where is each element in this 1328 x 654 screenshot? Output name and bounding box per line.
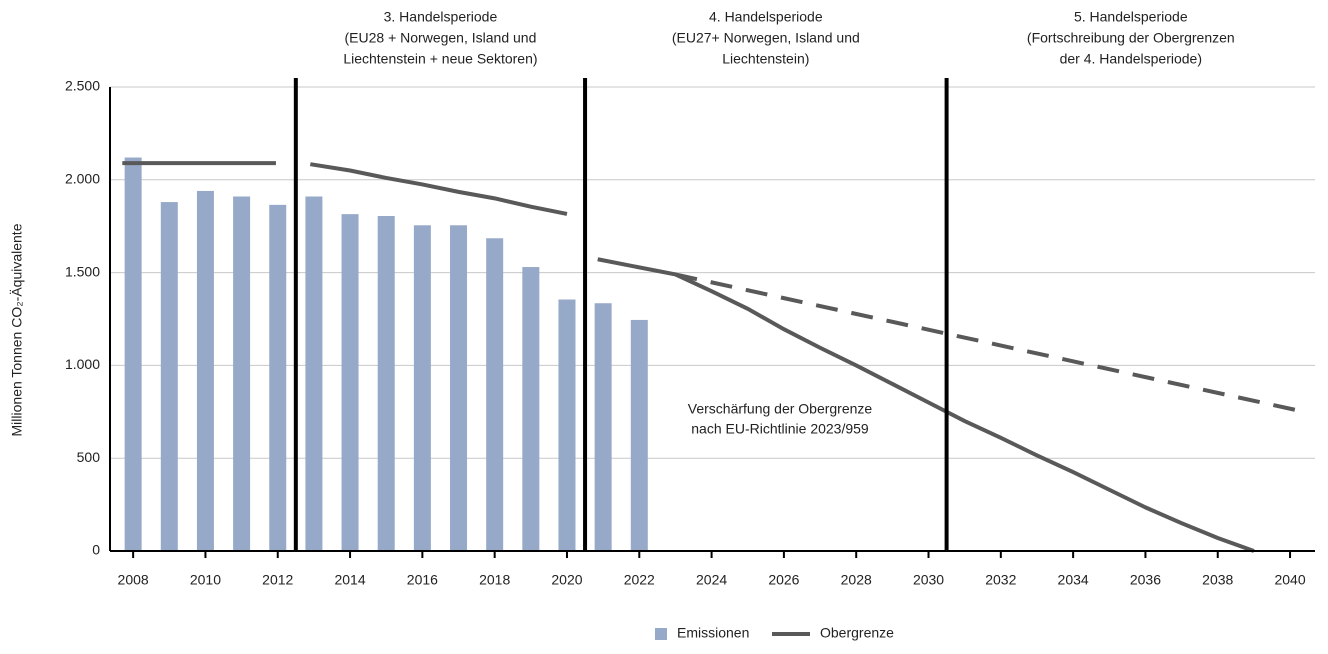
bar (160, 202, 178, 551)
period-label: 4. Handelsperiode (709, 9, 823, 25)
bar (630, 319, 648, 551)
bar (450, 225, 468, 551)
y-axis-label: Millionen Tonnen CO₂-Äquivalente (9, 223, 25, 436)
x-tick-label: 2026 (768, 572, 799, 588)
bar (413, 225, 431, 551)
bar (305, 196, 323, 551)
bar (269, 204, 287, 551)
period-label: (EU27+ Norwegen, Island und (672, 30, 860, 46)
x-tick-label: 2014 (334, 572, 365, 588)
x-tick-label: 2038 (1202, 572, 1233, 588)
annotation: Verschärfung der Obergrenze (688, 401, 873, 417)
y-tick-label: 500 (77, 449, 101, 465)
period-label: 5. Handelsperiode (1074, 9, 1188, 25)
line (122, 161, 1255, 553)
period-label: (Fortschreibung der Obergrenzen (1027, 30, 1235, 46)
bar (558, 299, 576, 551)
y-tick-label: 0 (92, 542, 100, 558)
x-tick-label: 2010 (190, 572, 221, 588)
legend-label: Obergrenze (820, 625, 894, 641)
bar (341, 214, 359, 552)
period-label: 3. Handelsperiode (384, 9, 498, 25)
x-tick-label: 2016 (407, 572, 438, 588)
y-tick-label: 1.500 (65, 263, 100, 279)
x-tick-label: 2018 (479, 572, 510, 588)
y-tick-label: 1.000 (65, 356, 100, 372)
x-tick-label: 2040 (1274, 572, 1305, 588)
x-tick-label: 2034 (1058, 572, 1089, 588)
y-tick-label: 2.500 (65, 78, 100, 94)
y-tick-label: 2.000 (65, 171, 100, 187)
x-tick-label: 2020 (551, 572, 582, 588)
period-label: der 4. Handelsperiode) (1060, 51, 1202, 67)
x-tick-label: 2030 (913, 572, 944, 588)
bar (196, 190, 214, 551)
line-dashed (675, 272, 1302, 414)
bar (522, 267, 540, 551)
x-tick-label: 2012 (262, 572, 293, 588)
bar (377, 215, 395, 551)
period-label: Liechtenstein + neue Sektoren) (343, 51, 537, 67)
x-tick-label: 2022 (624, 572, 655, 588)
annotation: nach EU-Richtlinie 2023/959 (691, 421, 869, 437)
x-tick-label: 2028 (841, 572, 872, 588)
legend-label: Emissionen (677, 625, 749, 641)
bar (124, 157, 142, 551)
period-label: Liechtenstein) (722, 51, 809, 67)
x-tick-label: 2024 (696, 572, 727, 588)
period-label: (EU28 + Norwegen, Island und (345, 30, 537, 46)
legend-swatch (655, 628, 667, 640)
bar (594, 303, 612, 551)
x-tick-label: 2036 (1130, 572, 1161, 588)
bar (486, 238, 504, 552)
x-tick-label: 2008 (118, 572, 149, 588)
x-tick-label: 2032 (985, 572, 1016, 588)
bar (233, 196, 251, 551)
